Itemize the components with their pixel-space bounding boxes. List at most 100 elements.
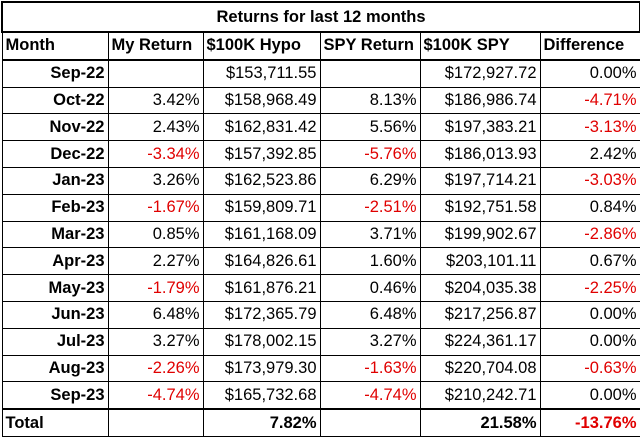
table-cell: 6.29% [319, 166, 421, 195]
data-row: Jul-23 3.27% $178,002.15 3.27% $224,361.17 0.… [1, 327, 640, 356]
table-cell: $220,704.08 [419, 354, 541, 383]
table-cell: 0.67% [539, 247, 640, 276]
table-cell: Mar-23 [1, 220, 109, 249]
table-cell: 5.56% [319, 113, 421, 142]
table-cell: -3.13% [539, 113, 640, 142]
table-cell: -3.34% [107, 140, 204, 168]
table-cell: Oct-22 [1, 86, 109, 115]
table-cell: -4.74% [319, 381, 421, 410]
table-cell: Jul-23 [1, 327, 109, 356]
table-cell: Jun-23 [1, 300, 109, 329]
table-cell: 1.60% [319, 247, 421, 276]
table-cell: 3.26% [107, 166, 204, 195]
table-cell: $172,927.72 [419, 59, 541, 88]
table-cell: $210,242.71 [419, 381, 541, 410]
table-cell: -5.76% [319, 140, 421, 168]
table-cell [107, 408, 204, 437]
data-row: Nov-22 2.43% $162,831.42 5.56% $197,383.21 -3… [1, 113, 640, 142]
table-cell: $161,876.21 [202, 274, 321, 302]
table-cell: -0.63% [539, 354, 640, 383]
table-cell: 0.00% [539, 381, 640, 410]
table-cell: Sep-22 [1, 59, 109, 88]
data-row: Oct-22 3.42% $158,968.49 8.13% $186,986.74 -4… [1, 86, 640, 115]
table-cell: $162,523.86 [202, 166, 321, 195]
data-row: Sep-22 $153,711.55 $172,927.72 0.00% [1, 59, 640, 88]
table-cell: -3.03% [539, 166, 640, 195]
table-cell: Total [1, 408, 109, 437]
table-cell: -2.86% [539, 220, 640, 249]
table-cell: -1.67% [107, 193, 204, 222]
table-cell: -1.79% [107, 274, 204, 302]
table-cell: $186,986.74 [419, 86, 541, 115]
table-cell: 7.82% [202, 408, 321, 437]
table-cell: $173,979.30 [202, 354, 321, 383]
table-cell: Nov-22 [1, 113, 109, 142]
table-cell [107, 59, 204, 88]
table-cell: May-23 [1, 274, 109, 302]
total-row: Total 7.82% 21.58% -13.76% [1, 408, 640, 437]
table-cell: $158,968.49 [202, 86, 321, 115]
table-cell: 0.00% [539, 327, 640, 356]
table-cell: $161,168.09 [202, 220, 321, 249]
header-row: Month My Return $100K Hypo SPY Return $100K … [1, 31, 640, 61]
data-row: Feb-23 -1.67% $159,809.71 -2.51% $192,751.58… [1, 193, 640, 222]
column-header: $100K Hypo [202, 31, 321, 61]
table-cell: $217,256.87 [419, 300, 541, 329]
table-cell: -1.63% [319, 354, 421, 383]
table-cell: Aug-23 [1, 354, 109, 383]
title-row: Returns for last 12 months [0, 1, 640, 33]
table-cell: 2.43% [107, 113, 204, 142]
table-cell: Sep-23 [1, 381, 109, 410]
table-cell: $159,809.71 [202, 193, 321, 222]
table-cell: $172,365.79 [202, 300, 321, 329]
table-cell: $178,002.15 [202, 327, 321, 356]
column-header: SPY Return [319, 31, 421, 61]
table-cell: $192,751.58 [419, 193, 541, 222]
table-cell: $157,392.85 [202, 140, 321, 168]
data-row: Aug-23 -2.26% $173,979.30 -1.63% $220,704.08… [1, 354, 640, 383]
table-cell: -4.71% [539, 86, 640, 115]
table-cell [319, 408, 421, 437]
table-cell: $204,035.38 [419, 274, 541, 302]
table-cell: -4.74% [107, 381, 204, 410]
table-cell: $224,361.17 [419, 327, 541, 356]
table-cell: Feb-23 [1, 193, 109, 222]
table-cell: 3.27% [319, 327, 421, 356]
table-cell: 3.27% [107, 327, 204, 356]
table-cell: $199,902.67 [419, 220, 541, 249]
column-header: My Return [107, 31, 204, 61]
data-row: May-23 -1.79% $161,876.21 0.46% $204,035.38-… [1, 274, 640, 302]
table-cell: $186,013.93 [419, 140, 541, 168]
data-row: Mar-23 0.85% $161,168.09 3.71% $199,902.67 -2… [1, 220, 640, 249]
table-cell: 2.27% [107, 247, 204, 276]
table-cell: 0.85% [107, 220, 204, 249]
table-cell: $165,732.68 [202, 381, 321, 410]
table-cell: 21.58% [419, 408, 541, 437]
table-cell: 2.42% [539, 140, 640, 168]
table-cell: 6.48% [319, 300, 421, 329]
table-cell: $164,826.61 [202, 247, 321, 276]
table-cell: 0.46% [319, 274, 421, 302]
table-cell: 6.48% [107, 300, 204, 329]
table-cell: -13.76% [539, 408, 640, 437]
table-cell: 3.42% [107, 86, 204, 115]
table-cell: Apr-23 [1, 247, 109, 276]
table-cell: $203,101.11 [419, 247, 541, 276]
data-row: Dec-22 -3.34% $157,392.85 -5.76% $186,013.93… [1, 140, 640, 168]
table-cell: -2.51% [319, 193, 421, 222]
data-row: Apr-23 2.27% $164,826.61 1.60% $203,101.11 0.… [1, 247, 640, 276]
data-row: Jun-23 6.48% $172,365.79 6.48% $217,256.87 0.… [1, 300, 640, 329]
table-cell [319, 59, 421, 88]
column-header: Difference [539, 31, 640, 61]
table-cell: $162,831.42 [202, 113, 321, 142]
data-row: Sep-23 -4.74% $165,732.68 -4.74% $210,242.71… [1, 381, 640, 410]
table-cell: $197,714.21 [419, 166, 541, 195]
table-cell: Jan-23 [1, 166, 109, 195]
table-cell: 0.00% [539, 59, 640, 88]
table-cell: -2.25% [539, 274, 640, 302]
table-cell: 8.13% [319, 86, 421, 115]
table-title: Returns for last 12 months [0, 1, 640, 33]
column-header: $100K SPY [419, 31, 541, 61]
